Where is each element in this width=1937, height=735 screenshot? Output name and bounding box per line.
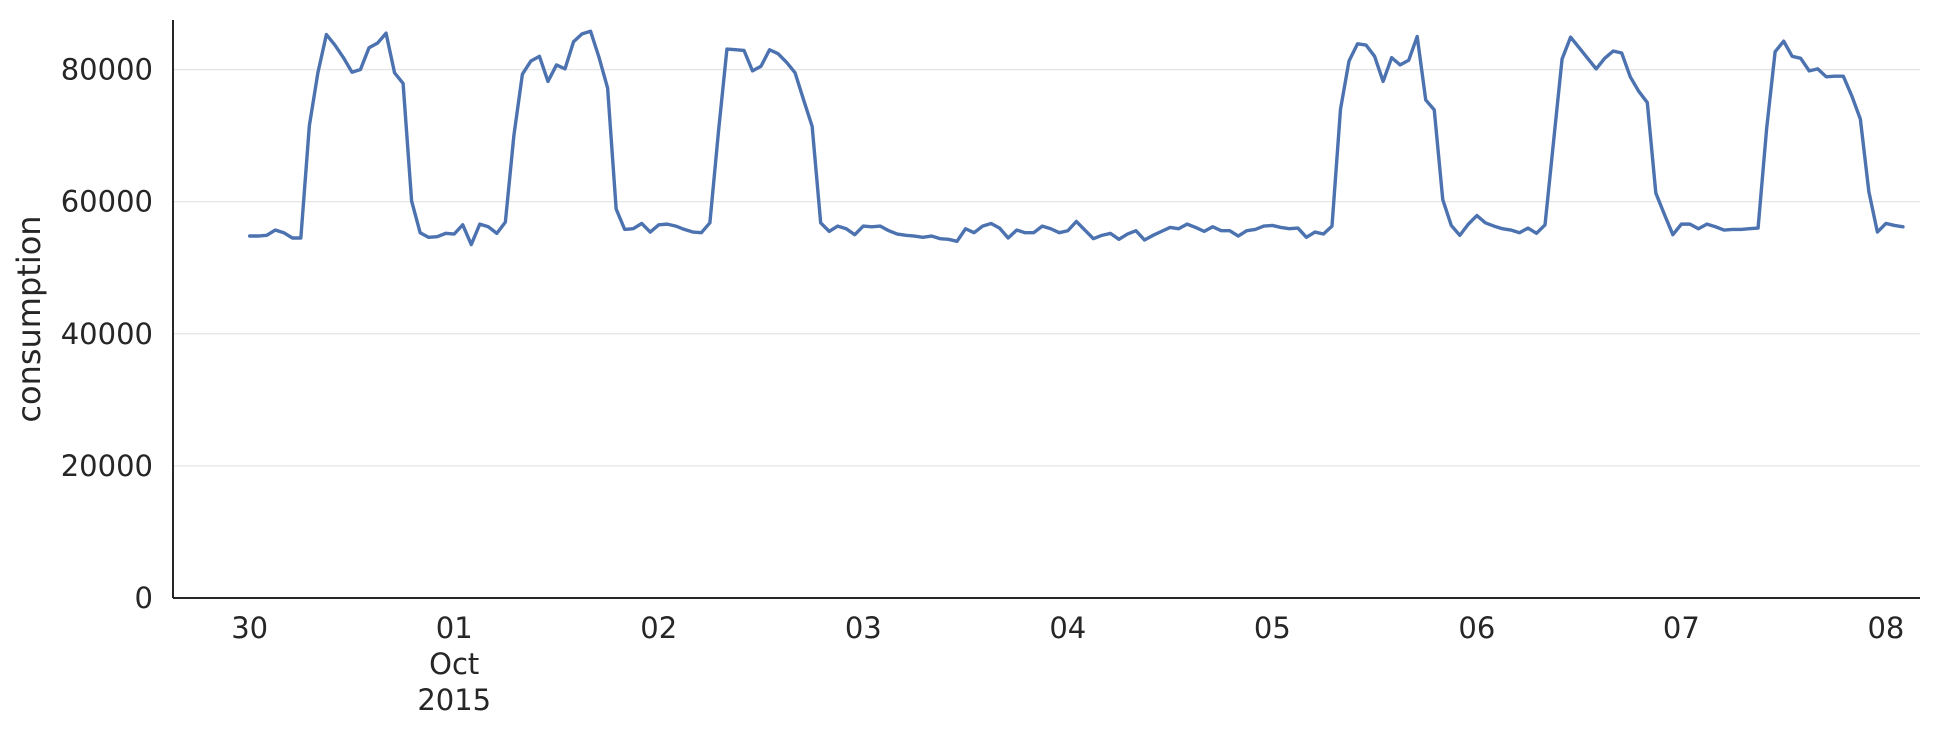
- x-tick-label: 04: [1049, 611, 1086, 645]
- x-tick-label: 30: [231, 611, 268, 645]
- y-tick-label: 60000: [61, 185, 153, 219]
- y-tick-label: 40000: [61, 317, 153, 351]
- grid-lines: [173, 68, 1920, 467]
- y-tick-label: 20000: [61, 449, 153, 483]
- y-tick-labels: 0 20000 40000 60000 80000: [61, 53, 153, 615]
- x-tick-label: Oct: [429, 647, 479, 681]
- series-line-consumption: [248, 29, 1905, 247]
- x-tick-label: 08: [1867, 611, 1904, 645]
- x-tick-label: 07: [1663, 611, 1700, 645]
- series-layer: [248, 29, 1905, 247]
- y-axis-label: consumption: [10, 215, 48, 422]
- axes: [172, 20, 1920, 599]
- y-tick-label: 0: [135, 581, 153, 615]
- y-tick-label: 80000: [61, 53, 153, 87]
- x-tick-label: 02: [640, 611, 677, 645]
- x-tick-label: 03: [845, 611, 882, 645]
- x-tick-label: 2015: [417, 683, 491, 717]
- x-tick-label: 01: [436, 611, 473, 645]
- x-tick-label: 06: [1458, 611, 1495, 645]
- x-tick-label: 05: [1254, 611, 1291, 645]
